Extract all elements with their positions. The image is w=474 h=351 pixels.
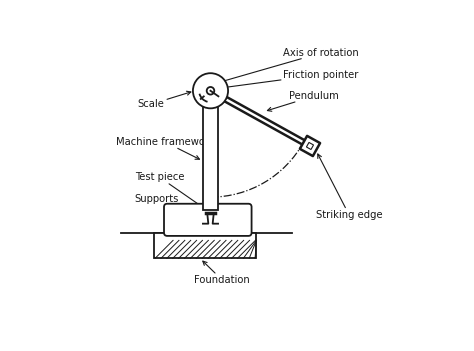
Circle shape bbox=[193, 73, 228, 108]
Text: Supports: Supports bbox=[135, 194, 202, 217]
Polygon shape bbox=[306, 143, 313, 150]
Text: Pendulum: Pendulum bbox=[267, 91, 338, 111]
FancyBboxPatch shape bbox=[164, 204, 252, 236]
Circle shape bbox=[207, 87, 214, 94]
Text: Machine framework: Machine framework bbox=[116, 137, 215, 159]
Text: Test piece: Test piece bbox=[135, 172, 204, 208]
Text: Friction pointer: Friction pointer bbox=[220, 69, 359, 90]
Polygon shape bbox=[300, 136, 320, 156]
Text: Axis of rotation: Axis of rotation bbox=[217, 48, 359, 84]
Text: Foundation: Foundation bbox=[194, 261, 250, 285]
Text: Striking edge: Striking edge bbox=[316, 154, 383, 220]
Text: Scale: Scale bbox=[137, 91, 191, 109]
Bar bbox=[154, 233, 256, 258]
Bar bbox=[203, 104, 218, 210]
